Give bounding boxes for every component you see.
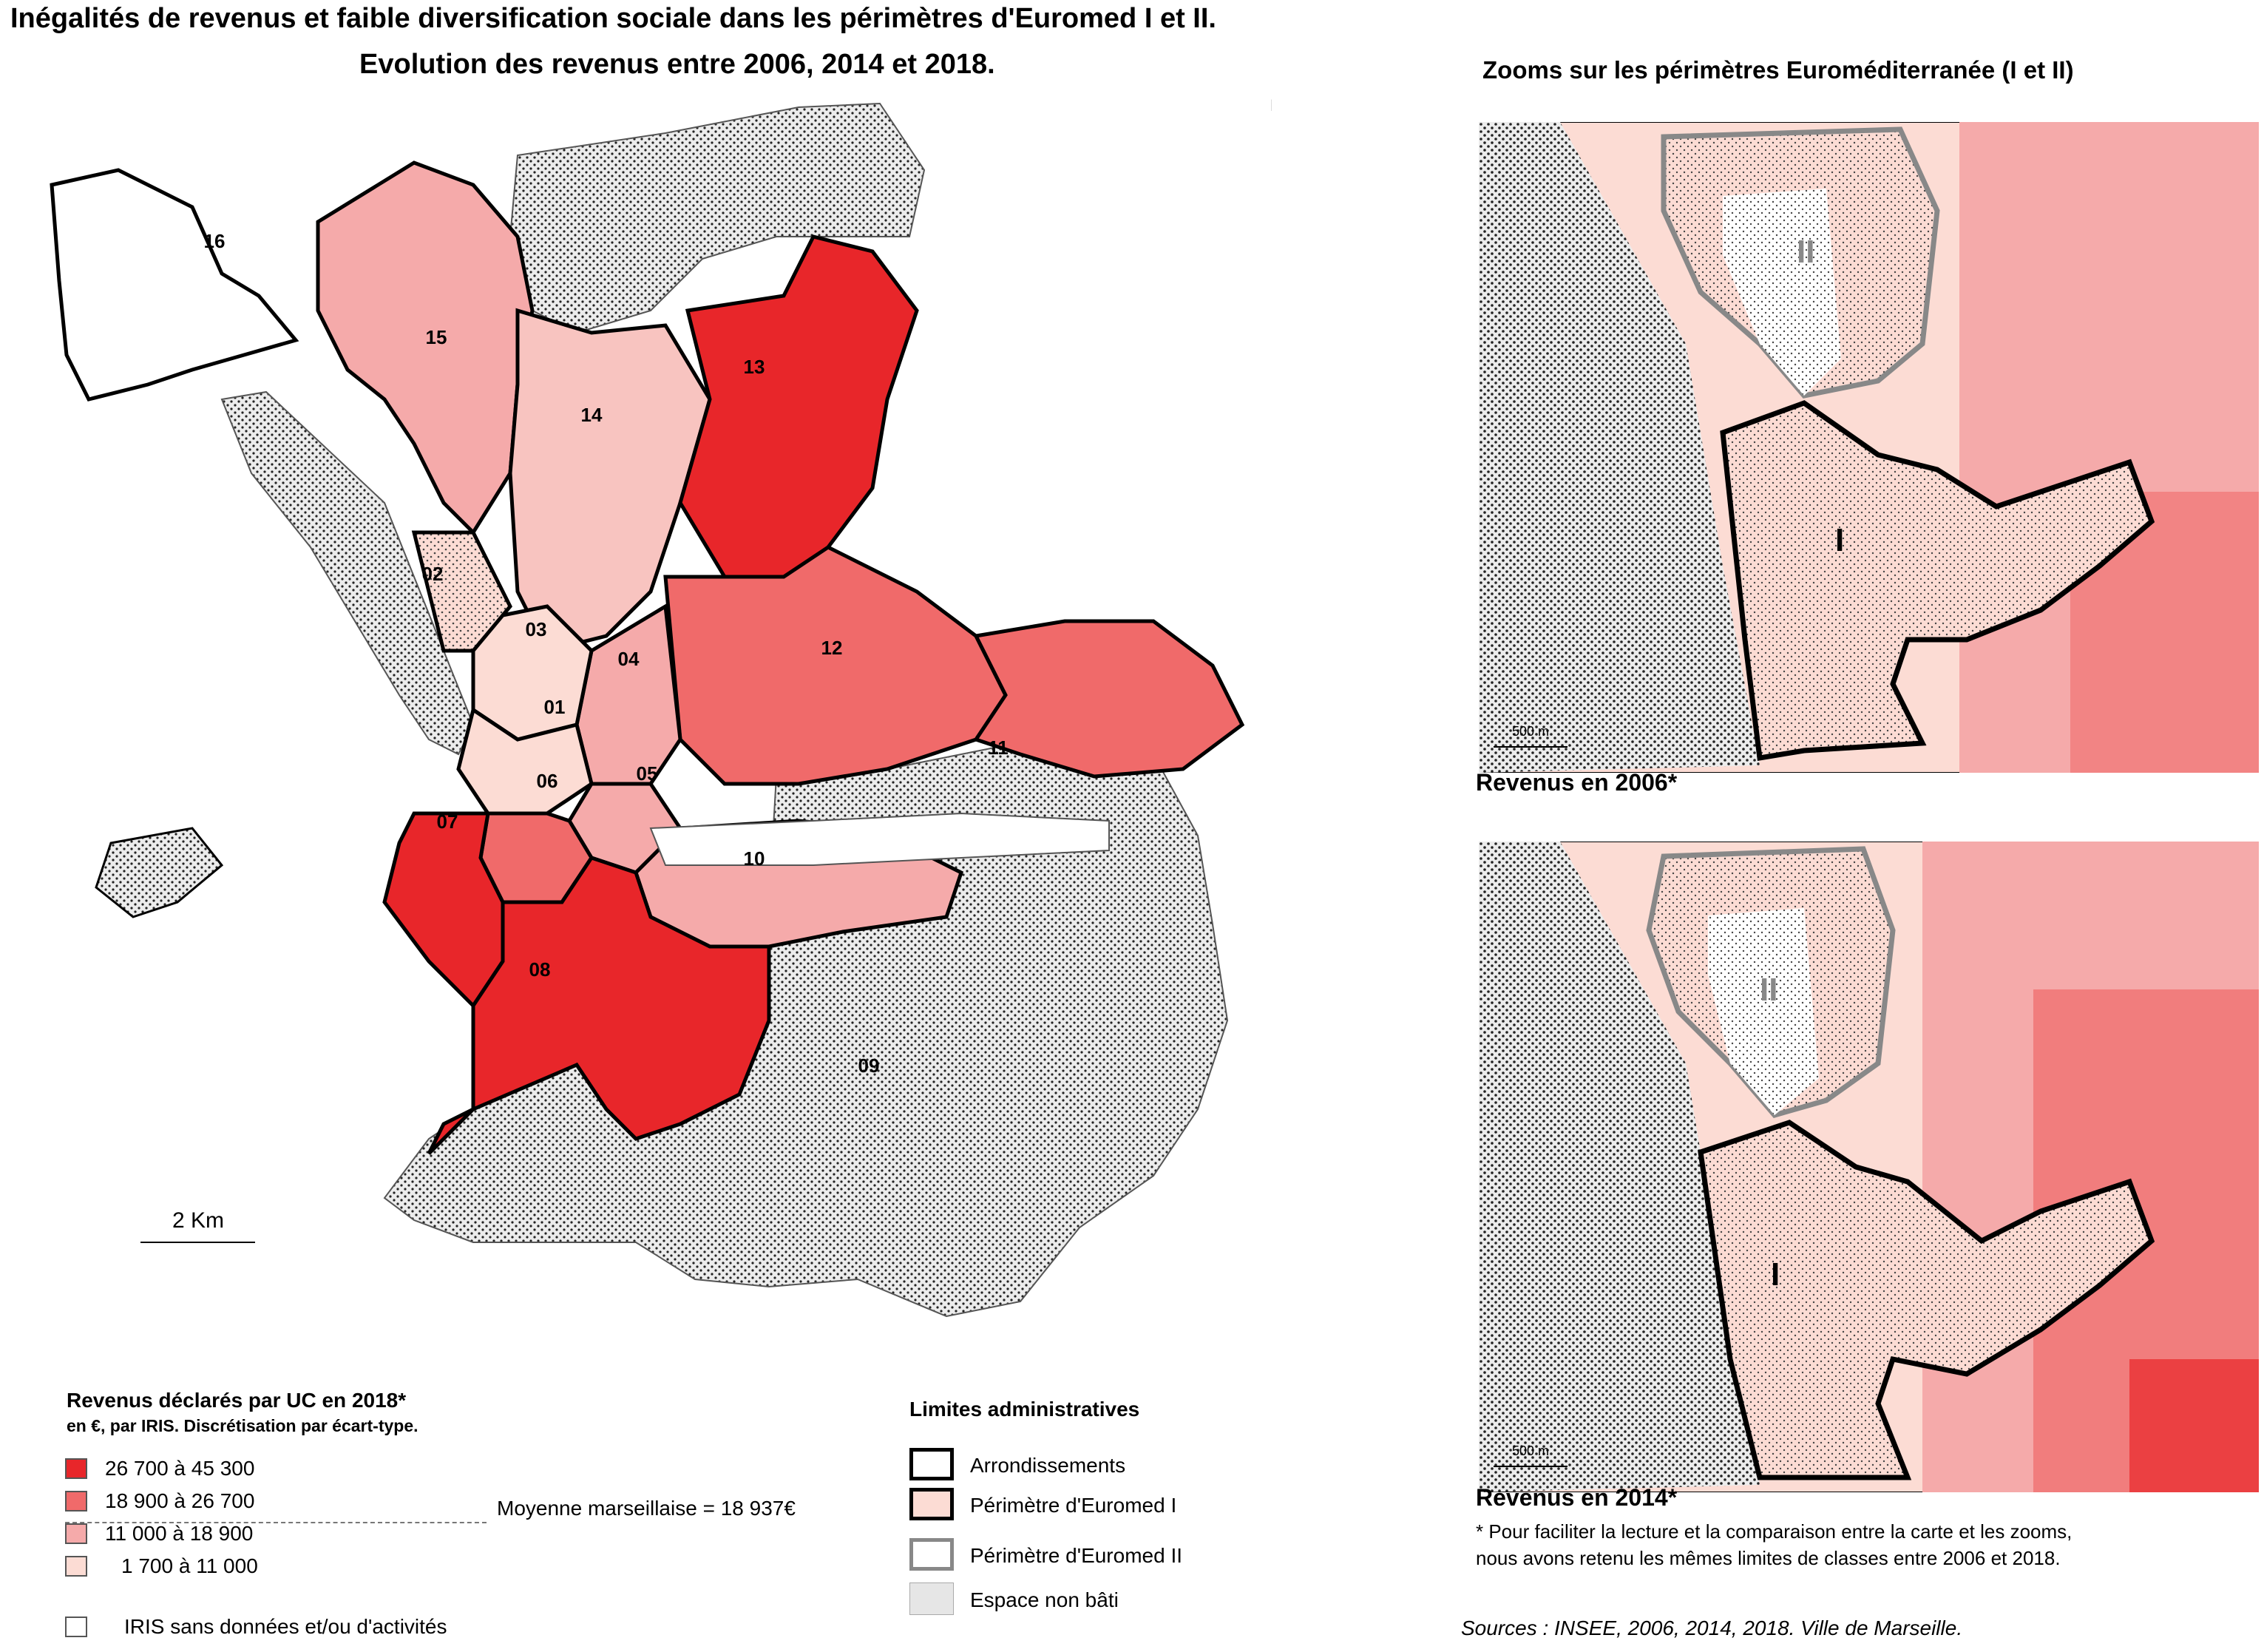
limits-label-arrondissements: Arrondissements [970, 1454, 1126, 1477]
zoom-2006-map: II I 500 m [1479, 122, 2259, 773]
legend-label-class4: 1 700 à 11 000 [121, 1554, 258, 1577]
arr-02 [411, 530, 512, 653]
arr-16-white [50, 168, 299, 402]
limits-swatch-euromed1 [909, 1488, 954, 1520]
north-arrow: N [1270, 96, 1272, 115]
zoom-2006-caption: Revenus en 2006* [1476, 769, 1678, 796]
map-title-line2: Evolution des revenus entre 2006, 2014 e… [359, 49, 995, 80]
arr-14 [508, 308, 712, 653]
arr-01 [456, 706, 594, 816]
euromed-1-outline-2014 [1698, 1120, 2155, 1480]
limits-label-euromed1: Périmètre d'Euromed I [970, 1494, 1177, 1517]
map-scale: 2 Km [140, 1208, 255, 1243]
port-strip [220, 390, 475, 756]
legend-label-class3: 11 000 à 18 900 [105, 1522, 254, 1545]
legend-swatch-class3 [65, 1523, 87, 1544]
arr-label-03: 03 [526, 618, 547, 640]
legend-swatch-no-data [65, 1617, 87, 1637]
arr-15 [316, 160, 535, 535]
arr-label-09: 09 [858, 1054, 880, 1077]
zoom2014-label-II: II [1760, 972, 1777, 1008]
arr-label-05: 05 [637, 762, 658, 785]
arr-label-10: 10 [744, 847, 765, 870]
limits-swatch-arrondissements [909, 1448, 954, 1480]
mean-line [65, 1522, 487, 1523]
legend-subtitle: en €, par IRIS. Discrétisation par écart… [67, 1416, 418, 1435]
legend-swatch-class2 [65, 1491, 87, 1511]
arr-label-16: 16 [204, 230, 226, 252]
zoom2014-scale: 500 m [1512, 1443, 1549, 1458]
arr-label-11: 11 [988, 737, 1009, 759]
island-frioul [95, 827, 224, 918]
arr-label-12: 12 [821, 637, 843, 659]
arr-08 [427, 856, 771, 1155]
zoom-2014-caption: Revenus en 2014* [1476, 1484, 1678, 1511]
limits-title: Limites administratives [909, 1398, 1140, 1421]
non-data-band [649, 812, 1110, 866]
arr-label-01: 01 [544, 696, 566, 718]
legend-label-class2: 18 900 à 26 700 [105, 1489, 255, 1512]
arr-12 [663, 545, 1008, 786]
legend-swatch-class1 [65, 1458, 87, 1479]
limits-swatch-unbuilt [909, 1582, 954, 1615]
map-title-line1: Inégalités de revenus et faible diversif… [10, 3, 1216, 34]
legend-swatch-class4 [65, 1556, 87, 1577]
arr-07 [382, 811, 505, 1009]
arr-label-02: 02 [422, 563, 444, 585]
arr-label-15: 15 [426, 326, 447, 348]
footnote-line2: nous avons retenu les mêmes limites de c… [1476, 1547, 2061, 1569]
legend-title: Revenus déclarés par UC en 2018* [67, 1389, 407, 1412]
footnote-line1: * Pour faciliter la lecture et la compar… [1476, 1520, 2072, 1543]
arr-label-14: 14 [581, 404, 603, 426]
limits-label-unbuilt: Espace non bâti [970, 1588, 1119, 1611]
arr-label-07: 07 [437, 810, 458, 833]
north-label: N [1270, 96, 1272, 115]
zoom-2014-map: II I 500 m [1479, 842, 2259, 1492]
limits-label-euromed2: Périmètre d'Euromed II [970, 1544, 1183, 1567]
arr-label-08: 08 [529, 958, 551, 981]
euromed-1-outline-2006 [1720, 400, 2155, 762]
arr-label-06: 06 [537, 770, 558, 792]
arr-label-04: 04 [618, 648, 640, 670]
zoom2006-label-I: I [1835, 522, 1844, 558]
scale-label: 2 Km [172, 1208, 224, 1233]
zoom-title: Zooms sur les périmètres Euroméditerrané… [1482, 56, 2074, 84]
arr-13 [678, 234, 919, 594]
zoom2006-scale: 500 m [1512, 724, 1549, 739]
main-map: N 16 15 14 13 02 03 04 12 01 11 05 06 07… [50, 96, 1272, 1318]
legend-label-class1: 26 700 à 45 300 [105, 1457, 255, 1480]
sources: Sources : INSEE, 2006, 2014, 2018. Ville… [1461, 1617, 1963, 1639]
legend-label-no-data: IRIS sans données et/ou d'activités [124, 1615, 447, 1638]
limits-swatch-euromed2 [909, 1538, 954, 1571]
zoom2006-label-II: II [1797, 234, 1814, 270]
arr-label-13: 13 [744, 356, 765, 378]
zoom2014-label-I: I [1771, 1256, 1780, 1293]
arr-11 [973, 619, 1245, 779]
mean-label: Moyenne marseillaise = 18 937€ [497, 1497, 796, 1520]
